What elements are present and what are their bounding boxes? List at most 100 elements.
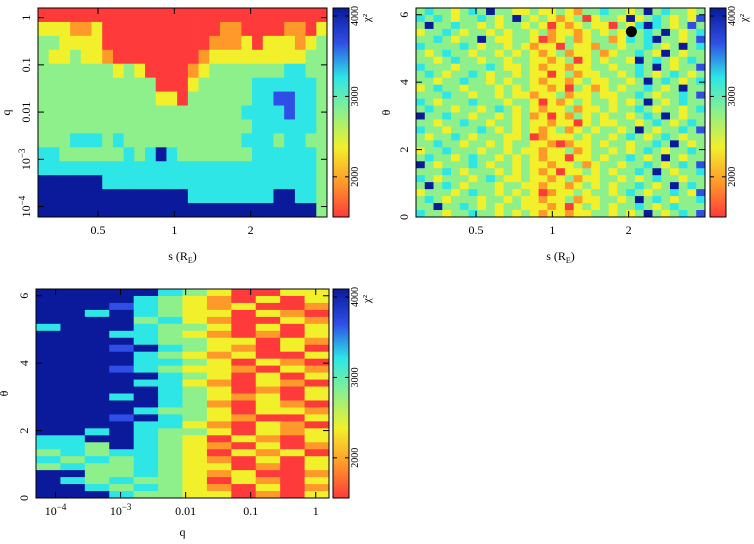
heatmap-cell <box>669 126 680 134</box>
heatmap-cell <box>556 147 566 155</box>
heatmap-cell <box>652 203 662 211</box>
heatmap-cell <box>70 49 82 65</box>
heatmap-cell <box>433 119 443 127</box>
heatmap-cell <box>182 477 208 485</box>
heatmap-cell <box>206 323 232 332</box>
heatmap-cell <box>626 84 636 92</box>
heatmap-cell <box>617 133 627 141</box>
heatmap-cell <box>599 175 610 183</box>
heatmap-cell <box>442 126 452 134</box>
heatmap-cell <box>155 63 167 79</box>
heatmap-cell <box>433 21 443 30</box>
heatmap-cell <box>529 35 540 44</box>
heatmap-cell <box>573 14 583 23</box>
heatmap-cell <box>696 8 706 16</box>
heatmap-cell <box>626 203 636 211</box>
heatmap-cell <box>486 28 496 37</box>
heatmap-cell <box>84 393 110 401</box>
heatmap-cell <box>669 105 680 113</box>
heatmap-cell <box>486 63 496 72</box>
heatmap-cell <box>669 56 680 65</box>
heatmap-cell <box>696 14 706 23</box>
x-tick-label: 1 <box>171 223 177 237</box>
heatmap-cell <box>573 189 583 197</box>
x-tick-label: 1 <box>549 223 555 237</box>
heatmap-cell <box>652 140 662 148</box>
heatmap-cell <box>255 484 281 492</box>
heatmap-cell <box>241 8 253 23</box>
heatmap-cell <box>468 196 478 204</box>
heatmap-cell <box>477 203 487 211</box>
heatmap-cell <box>556 84 566 92</box>
heatmap-cell <box>451 182 461 190</box>
heatmap-cell <box>652 133 662 141</box>
heatmap-cell <box>109 330 135 339</box>
heatmap-cell <box>696 21 706 30</box>
heatmap-cell <box>573 210 583 218</box>
heatmap-cell <box>280 470 305 478</box>
heatmap-cell <box>433 203 443 211</box>
heatmap-cell <box>38 133 50 148</box>
heatmap-cell <box>696 77 706 86</box>
heatmap-cell <box>182 351 208 360</box>
heatmap-cell <box>608 140 618 148</box>
heatmap-cell <box>60 449 86 457</box>
heatmap-cell <box>661 56 671 65</box>
heatmap-cell <box>582 91 592 99</box>
heatmap-cell <box>486 98 496 106</box>
heatmap-cell <box>634 14 645 23</box>
heatmap-cell <box>459 168 469 176</box>
heatmap-cell <box>669 168 680 176</box>
heatmap-cell <box>206 330 232 339</box>
heatmap-cell <box>134 77 146 92</box>
heatmap-cell <box>416 175 426 183</box>
heatmap-cell <box>109 372 135 380</box>
heatmap-cell <box>643 28 653 37</box>
heatmap-cell <box>433 112 443 120</box>
heatmap-cell <box>582 63 592 72</box>
heatmap-cell <box>591 35 601 44</box>
heatmap-cell <box>582 140 592 148</box>
heatmap-cell <box>252 77 264 92</box>
heatmap-cell <box>252 133 264 148</box>
heatmap-cell <box>304 449 330 457</box>
heatmap-cell <box>304 295 330 304</box>
heatmap-cell <box>158 386 183 394</box>
heatmap-cell <box>503 56 513 65</box>
heatmap-cell <box>284 203 296 218</box>
heatmap-cell <box>564 8 575 16</box>
heatmap-cell <box>652 154 662 162</box>
heatmap-cell <box>547 182 557 190</box>
heatmap-cell <box>451 203 461 211</box>
heatmap-cell <box>591 196 601 204</box>
heatmap-cell <box>556 210 566 218</box>
heatmap-cell <box>494 175 504 183</box>
heatmap-cell <box>687 105 697 113</box>
heatmap-cell <box>669 147 680 155</box>
y-tick-label: 10−4 <box>17 195 33 217</box>
heatmap-cell <box>696 70 706 79</box>
heatmap-cell <box>182 323 208 332</box>
heatmap-cell <box>182 435 208 443</box>
heatmap-cell <box>687 49 697 58</box>
heatmap-cell <box>255 393 281 401</box>
heatmap-cell <box>433 91 443 99</box>
heatmap-cell <box>608 49 618 58</box>
heatmap-cell <box>556 168 566 176</box>
heatmap-cell <box>280 414 305 422</box>
heatmap-cell <box>529 182 540 190</box>
heatmap-cell <box>521 196 531 204</box>
heatmap-cell <box>442 112 452 120</box>
heatmap-cell <box>280 463 305 471</box>
heatmap-cell <box>60 358 86 367</box>
heatmap-cell <box>206 421 232 429</box>
heatmap-cell <box>60 463 86 471</box>
heatmap-cell <box>109 351 135 360</box>
heatmap-cell <box>442 35 452 44</box>
heatmap-cell <box>231 484 257 492</box>
heatmap-cell <box>133 316 159 325</box>
heatmap-cell <box>424 63 434 72</box>
heatmap-cell <box>503 49 513 58</box>
heatmap-cell <box>634 91 645 99</box>
heatmap-cell <box>696 119 706 127</box>
